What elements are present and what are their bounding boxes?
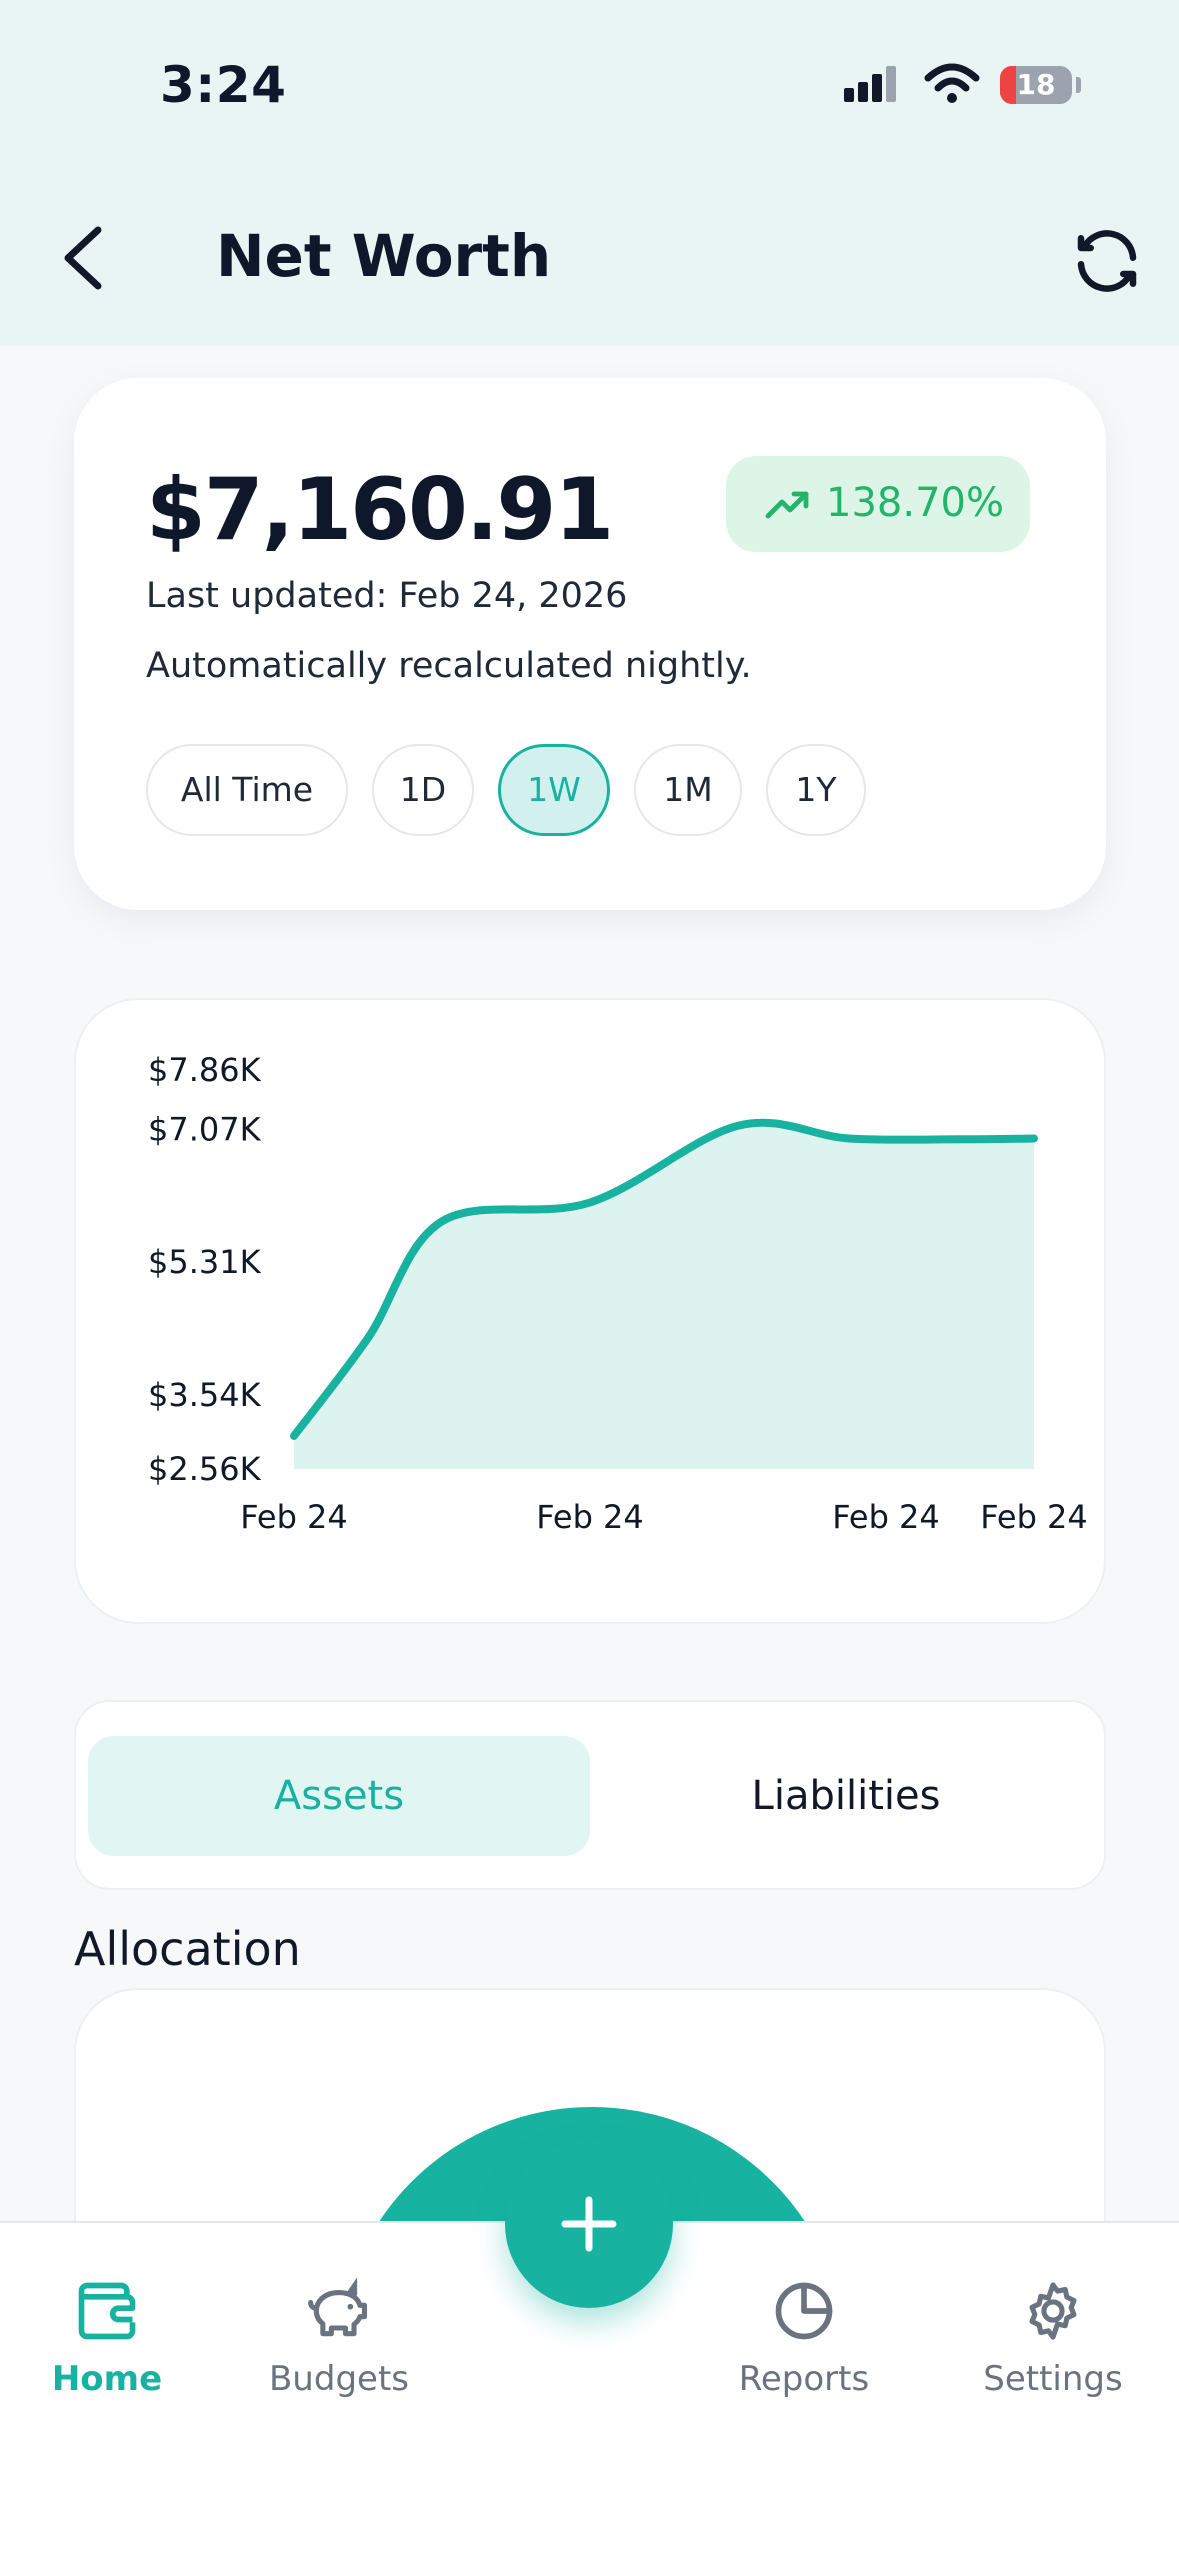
x-tick-label: Feb 24 [536, 1498, 644, 1536]
add-button[interactable] [505, 2140, 673, 2308]
cellular-signal-icon [844, 66, 896, 102]
x-tick-label: Feb 24 [240, 1498, 348, 1536]
net-worth-chart-card: $7.86K $7.07K $5.31K $3.54K $2.56K Feb 24 Feb … [74, 998, 1106, 1624]
tab-assets[interactable]: Assets [88, 1736, 590, 1856]
chevron-left-icon [64, 226, 102, 290]
battery-icon: 18 [1000, 66, 1072, 104]
y-tick-label: $3.54K [148, 1376, 262, 1414]
gear-icon [1029, 2282, 1077, 2340]
refresh-icon [1077, 230, 1137, 292]
nav-budgets[interactable]: Budgets [229, 2277, 449, 2427]
status-icons: 18 [840, 60, 1090, 110]
y-tick-label: $7.07K [148, 1110, 262, 1148]
nav-home[interactable]: Home [0, 2277, 217, 2427]
change-badge: 138.70% [726, 456, 1030, 552]
net-worth-chart: $7.86K $7.07K $5.31K $3.54K $2.56K Feb 24 Feb … [148, 1051, 1088, 1536]
nav-reports-label: Reports [738, 2359, 870, 2399]
chart-area-fill [294, 1122, 1034, 1469]
wifi-icon [924, 63, 980, 103]
nav-home-label: Home [51, 2359, 163, 2399]
header: 3:24 18 Net Worth [0, 0, 1179, 346]
change-percent: 138.70% [826, 480, 1004, 526]
range-1y-button[interactable]: 1Y [766, 744, 866, 836]
last-updated: Last updated: Feb 24, 2026 [146, 576, 628, 616]
x-tick-label: Feb 24 [832, 1498, 940, 1536]
range-all-time-button[interactable]: All Time [146, 744, 348, 836]
battery-cap [1076, 77, 1081, 93]
nav-reports[interactable]: Reports [694, 2277, 914, 2427]
range-1w-button[interactable]: 1W [498, 744, 610, 836]
pie-chart-icon [775, 2282, 833, 2340]
status-time: 3:24 [160, 56, 287, 114]
piggy-bank-icon [308, 2277, 368, 2337]
x-tick-label: Feb 24 [980, 1498, 1088, 1536]
assets-liabilities-toggle: Assets Liabilities [74, 1700, 1106, 1890]
net-worth-value: $7,160.91 [146, 460, 614, 560]
y-tick-label: $7.86K [148, 1051, 262, 1089]
range-1d-button[interactable]: 1D [372, 744, 474, 836]
nav-settings[interactable]: Settings [943, 2277, 1163, 2427]
y-tick-label: $5.31K [148, 1243, 262, 1281]
nav-budgets-label: Budgets [268, 2359, 409, 2399]
y-tick-label: $2.56K [148, 1450, 262, 1488]
recalc-note: Automatically recalculated nightly. [146, 646, 752, 686]
trending-up-icon [765, 491, 809, 519]
range-1m-button[interactable]: 1M [634, 744, 742, 836]
battery-level: 18 [1016, 68, 1056, 101]
tab-liabilities[interactable]: Liabilities [751, 1773, 941, 1819]
nav-settings-label: Settings [983, 2359, 1123, 2399]
page-title: Net Worth [216, 222, 552, 290]
plus-icon [561, 2196, 617, 2252]
refresh-button[interactable] [1068, 222, 1146, 300]
wallet-icon [78, 2282, 136, 2340]
chart-series-line [290, 1118, 1038, 1440]
back-button[interactable] [56, 222, 112, 294]
allocation-title: Allocation [74, 1922, 301, 1976]
net-worth-summary-card: $7,160.91 138.70% Last updated: Feb 24, … [74, 378, 1106, 910]
